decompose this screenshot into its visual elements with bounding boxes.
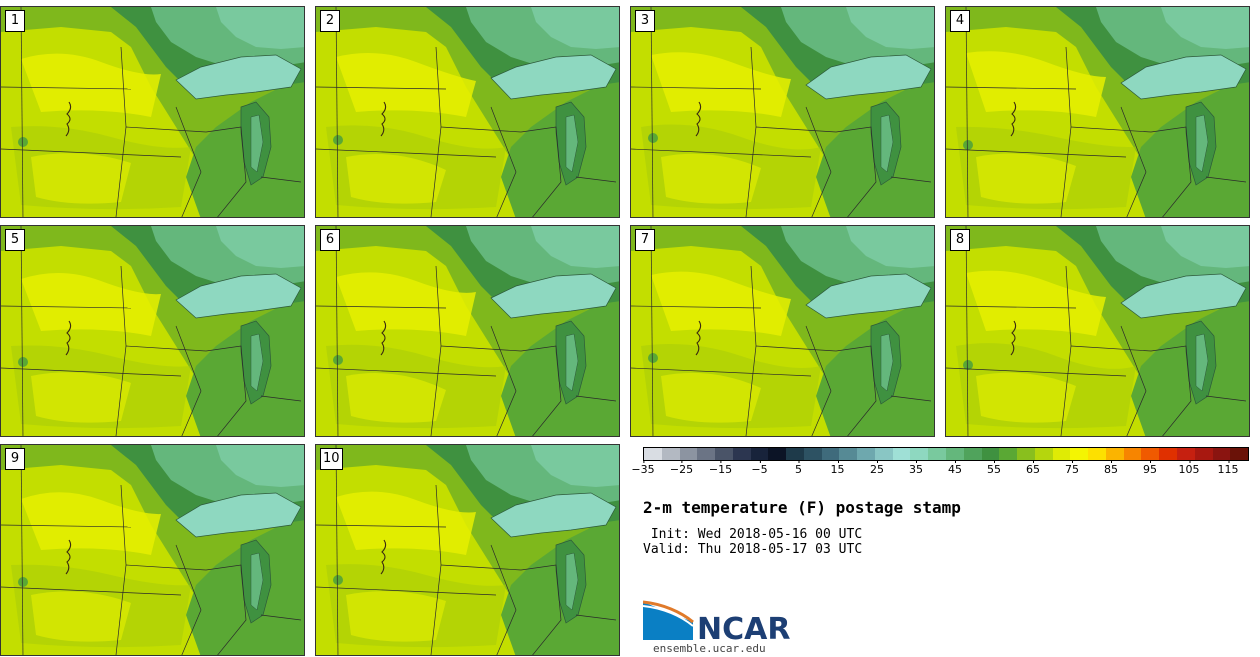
- colorbar-tick-label: −25: [669, 460, 694, 476]
- colorbar-tick-label: 85: [1104, 460, 1118, 476]
- member-number-label: 6: [320, 229, 340, 251]
- colorbar-tick-label: 75: [1065, 460, 1079, 476]
- temperature-map: [1, 7, 304, 217]
- logo-text: NCAR: [697, 612, 791, 647]
- colorbar-swatch: [1141, 448, 1160, 460]
- colorbar-swatch: [1088, 448, 1106, 460]
- colorbar-swatch: [1194, 448, 1213, 460]
- member-number-label: 2: [320, 10, 340, 32]
- colorbar-swatch: [892, 448, 911, 460]
- member-stamp-2[interactable]: 2: [315, 6, 620, 218]
- colorbar-swatch: [750, 448, 769, 460]
- temperature-map: [316, 7, 619, 217]
- colorbar-swatch: [857, 448, 875, 460]
- colorbar-swatch: [928, 448, 947, 460]
- colorbar-tick-label: 25: [870, 460, 884, 476]
- colorbar-swatch: [963, 448, 982, 460]
- member-number-label: 4: [950, 10, 970, 32]
- temperature-map: [1, 445, 304, 655]
- member-stamp-7[interactable]: 7: [630, 225, 935, 437]
- temperature-map: [1, 226, 304, 436]
- colorbar-swatch: [679, 448, 698, 460]
- colorbar-swatch: [715, 448, 733, 460]
- colorbar-swatch: [1070, 448, 1089, 460]
- member-stamp-10[interactable]: 10: [315, 444, 620, 656]
- colorbar-swatch: [768, 448, 787, 460]
- valid-time: Valid: Thu 2018-05-17 03 UTC: [643, 542, 863, 557]
- ncar-logo: [643, 600, 694, 640]
- colorbar-swatch: [981, 448, 1000, 460]
- colorbar-tick-label: −5: [751, 460, 768, 476]
- member-stamp-9[interactable]: 9: [0, 444, 305, 656]
- temperature-map: [316, 226, 619, 436]
- temperature-map: [631, 7, 934, 217]
- member-stamp-1[interactable]: 1: [0, 6, 305, 218]
- colorbar-swatch: [1159, 448, 1177, 460]
- temperature-map: [631, 226, 934, 436]
- colorbar-tick-label: 15: [830, 460, 845, 476]
- init-time: Init: Wed 2018-05-16 00 UTC: [643, 527, 863, 542]
- colorbar-swatch: [1052, 448, 1071, 460]
- colorbar-swatch: [1230, 448, 1249, 460]
- colorbar-tick-label: −15: [708, 460, 733, 476]
- colorbar-tick-label: 115: [1217, 460, 1239, 476]
- member-number-label: 5: [5, 229, 25, 251]
- colorbar-tick-label: 55: [987, 460, 1001, 476]
- colorbar-swatch: [1212, 448, 1231, 460]
- colorbar-swatch: [732, 448, 751, 460]
- colorbar-swatch: [874, 448, 893, 460]
- colorbar-swatch: [946, 448, 964, 460]
- colorbar-swatch: [644, 448, 662, 460]
- member-stamp-8[interactable]: 8: [945, 225, 1250, 437]
- colorbar-swatch: [821, 448, 840, 460]
- colorbar-tick-label: 95: [1143, 460, 1157, 476]
- colorbar-tick-label: 5: [795, 460, 802, 476]
- temperature-colorbar: [643, 447, 1249, 461]
- temperature-map: [316, 445, 619, 655]
- colorbar-swatch: [999, 448, 1018, 460]
- colorbar-swatch: [1176, 448, 1195, 460]
- website-link[interactable]: ensemble.ucar.edu: [653, 642, 766, 655]
- member-number-label: 7: [635, 229, 655, 251]
- colorbar-swatch: [697, 448, 716, 460]
- temperature-map: [946, 226, 1249, 436]
- colorbar-swatch: [1034, 448, 1053, 460]
- colorbar-tick-label: 105: [1178, 460, 1200, 476]
- colorbar-swatch: [1123, 448, 1142, 460]
- product-title: 2-m temperature (F) postage stamp: [643, 498, 961, 517]
- temperature-map: [946, 7, 1249, 217]
- member-stamp-5[interactable]: 5: [0, 225, 305, 437]
- colorbar-swatch: [839, 448, 858, 460]
- member-stamp-4[interactable]: 4: [945, 6, 1250, 218]
- colorbar-tick-label: 65: [1026, 460, 1040, 476]
- colorbar-swatch: [786, 448, 804, 460]
- member-number-label: 1: [5, 10, 25, 32]
- member-number-label: 3: [635, 10, 655, 32]
- member-number-label: 10: [320, 448, 343, 470]
- colorbar-tick-label: −35: [631, 460, 655, 476]
- colorbar-swatch: [1017, 448, 1035, 460]
- colorbar-tick-label: 45: [948, 460, 962, 476]
- member-stamp-6[interactable]: 6: [315, 225, 620, 437]
- colorbar-swatch: [1105, 448, 1124, 460]
- member-number-label: 9: [5, 448, 25, 470]
- member-stamp-3[interactable]: 3: [630, 6, 935, 218]
- colorbar-tick-label: 35: [909, 460, 923, 476]
- colorbar-swatch: [661, 448, 680, 460]
- colorbar-tick-labels: −35 −25 −15 −5 5 15 25 35 45 55 65 75 85 95 105 115: [631, 460, 1249, 479]
- colorbar-swatch: [910, 448, 929, 460]
- colorbar-swatch: [803, 448, 822, 460]
- member-number-label: 8: [950, 229, 970, 251]
